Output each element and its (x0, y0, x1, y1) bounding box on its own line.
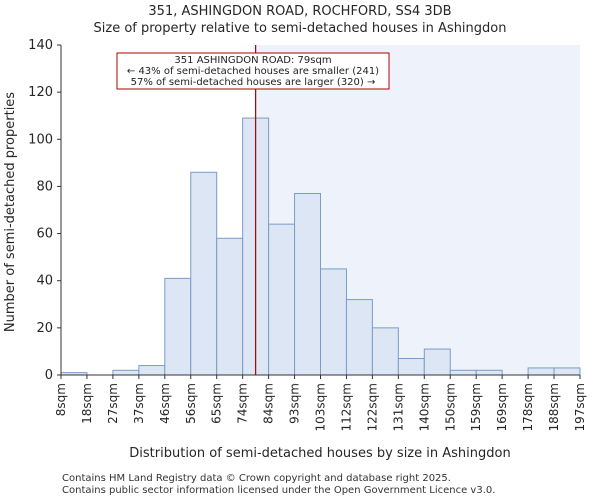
annotation-line: 351 ASHINGDON ROAD: 79sqm (174, 55, 331, 66)
histogram-bar (371, 327, 399, 376)
histogram-bar (345, 299, 373, 376)
x-tick-label: 197sqm (573, 383, 587, 431)
histogram-bar (216, 237, 244, 376)
x-tick-label: 74sqm (236, 383, 250, 424)
x-axis-label: Distribution of semi-detached houses by … (129, 446, 510, 461)
x-tick-label: 93sqm (288, 383, 302, 424)
footer-copyright: Contains HM Land Registry data © Crown c… (62, 473, 451, 484)
chart-subtitle: Size of property relative to semi-detach… (93, 21, 507, 36)
histogram-bar (112, 369, 140, 376)
histogram-bar (527, 367, 555, 376)
histogram-bar (294, 193, 321, 376)
y-tick-label: 0 (45, 368, 53, 383)
x-tick-label: 56sqm (184, 383, 198, 424)
histogram-bar (475, 369, 503, 376)
chart-title: 351, ASHINGDON ROAD, ROCHFORD, SS4 3DB (148, 4, 452, 19)
x-tick-label: 150sqm (443, 383, 457, 431)
y-tick-label: 140 (28, 38, 53, 53)
x-tick-label: 37sqm (132, 383, 146, 424)
x-tick-label: 84sqm (262, 383, 276, 424)
x-tick-label: 65sqm (210, 383, 224, 424)
x-tick-label: 159sqm (469, 383, 483, 431)
footer-licence: Contains public sector information licen… (62, 485, 496, 496)
histogram-bar (449, 369, 477, 376)
x-tick-label: 140sqm (417, 383, 431, 431)
histogram-bar (397, 358, 425, 376)
x-tick-label: 103sqm (314, 383, 328, 431)
histogram-bar (164, 277, 192, 376)
x-tick-label: 8sqm (54, 383, 68, 416)
x-tick-label: 188sqm (547, 383, 561, 431)
histogram-bar (138, 365, 166, 376)
annotation-line: 57% of semi-detached houses are larger (… (131, 77, 376, 88)
histogram-bar (268, 223, 296, 376)
annotation-line: ← 43% of semi-detached houses are smalle… (127, 66, 379, 77)
histogram-bar (190, 171, 218, 376)
x-tick-label: 46sqm (158, 383, 172, 424)
x-tick-label: 131sqm (391, 383, 405, 431)
y-tick-label: 80 (36, 179, 53, 194)
x-tick-label: 122sqm (365, 383, 379, 431)
x-tick-label: 112sqm (339, 383, 353, 431)
x-tick-label: 169sqm (495, 383, 509, 431)
x-tick-label: 18sqm (80, 383, 94, 424)
x-tick-label: 178sqm (521, 383, 535, 431)
y-axis-label: Number of semi-detached properties (3, 92, 18, 332)
histogram-bar (553, 367, 581, 376)
y-tick-label: 20 (36, 321, 53, 336)
histogram-bar (423, 348, 451, 376)
y-tick-label: 100 (28, 132, 53, 147)
y-tick-label: 60 (36, 227, 53, 242)
y-tick-label: 40 (36, 274, 53, 289)
x-tick-label: 27sqm (106, 383, 120, 424)
histogram-bar (320, 268, 347, 376)
y-tick-label: 120 (28, 85, 53, 100)
annotation-box (116, 52, 390, 90)
